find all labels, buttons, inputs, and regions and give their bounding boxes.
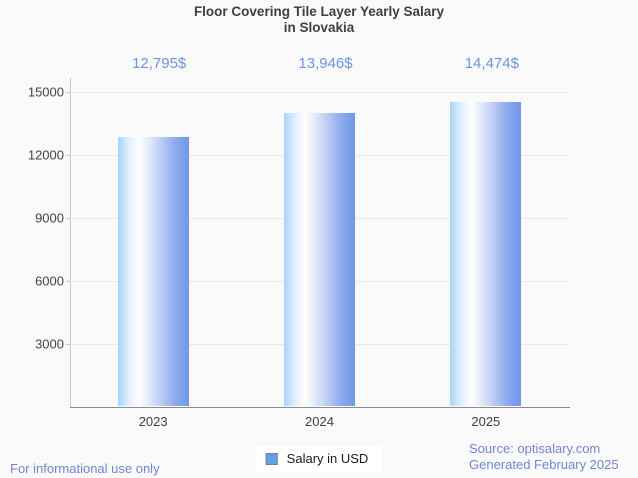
y-tick-9000 — [66, 218, 70, 219]
y-axis-label-12000: 12000 — [27, 147, 64, 163]
y-tick-15000 — [66, 92, 70, 93]
legend[interactable]: Salary in USD — [255, 446, 383, 472]
generated-line: Generated February 2025 — [469, 457, 619, 472]
bar-2024[interactable] — [284, 113, 355, 406]
y-axis-line — [70, 78, 71, 408]
value-label-2023: 12,795$ — [132, 55, 187, 72]
x-axis-label-2024: 2024 — [305, 414, 334, 429]
y-axis-label-3000: 3000 — [35, 336, 64, 352]
chart-title-line2: in Slovakia — [283, 20, 355, 35]
x-axis-line — [70, 407, 570, 408]
chart-title-line1: Floor Covering Tile Layer Yearly Salary — [193, 4, 445, 19]
plot-area — [70, 92, 569, 407]
y-axis-label-6000: 6000 — [35, 273, 64, 289]
source-info: Source: optisalary.com Generated Februar… — [469, 441, 619, 473]
y-axis-label-9000: 9000 — [35, 210, 64, 226]
x-axis-label-2023: 2023 — [138, 414, 168, 429]
source-line: Source: optisalary.com — [469, 441, 601, 456]
y-tick-12000 — [66, 155, 70, 156]
legend-marker-icon — [265, 452, 278, 465]
bar-2025[interactable] — [450, 102, 522, 406]
x-axis-label-2025: 2025 — [471, 414, 501, 429]
disclaimer-text: For informational use only — [10, 461, 160, 476]
bar-2023[interactable] — [117, 137, 189, 406]
gridline-15000 — [70, 92, 569, 93]
y-tick-6000 — [66, 281, 70, 282]
value-label-2025: 14,474$ — [464, 55, 519, 72]
legend-label: Salary in USD — [286, 451, 369, 466]
y-axis-label-15000: 15000 — [27, 84, 64, 100]
chart-title: Floor Covering Tile Layer Yearly Salary … — [0, 4, 638, 36]
value-label-2024: 13,946$ — [298, 55, 353, 72]
y-tick-3000 — [66, 344, 70, 345]
